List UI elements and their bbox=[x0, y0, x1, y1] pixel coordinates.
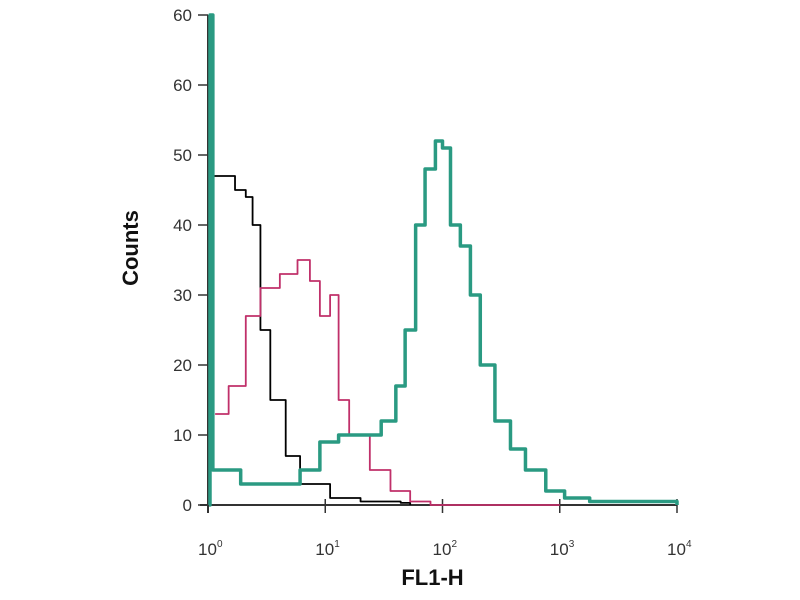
series-line-2 bbox=[208, 13, 679, 507]
y-tick-label: 30 bbox=[173, 286, 192, 305]
y-tick-label: 60 bbox=[173, 6, 192, 25]
x-tick-label: 10 bbox=[433, 540, 452, 559]
x-axis-label: FL1-H bbox=[401, 565, 463, 590]
y-axis-label: Counts bbox=[118, 210, 143, 286]
x-tick-exponent: 2 bbox=[452, 539, 458, 550]
y-tick-label: 0 bbox=[183, 496, 192, 515]
x-tick-label: 10 bbox=[315, 540, 334, 559]
series-line-1 bbox=[215, 259, 560, 506]
series-line-0 bbox=[212, 175, 412, 505]
y-tick-label: 10 bbox=[173, 426, 192, 445]
x-tick-exponent: 1 bbox=[334, 539, 340, 550]
y-tick-label: 40 bbox=[173, 216, 192, 235]
y-tick-label: 20 bbox=[173, 356, 192, 375]
y-tick-label: 50 bbox=[173, 146, 192, 165]
x-tick-label: 10 bbox=[550, 540, 569, 559]
x-tick-label: 10 bbox=[198, 540, 217, 559]
x-tick-label: 10 bbox=[667, 540, 686, 559]
y-tick-label: 60 bbox=[173, 76, 192, 95]
x-tick-exponent: 0 bbox=[217, 539, 223, 550]
x-tick-exponent: 4 bbox=[686, 539, 692, 550]
x-tick-exponent: 3 bbox=[569, 539, 575, 550]
